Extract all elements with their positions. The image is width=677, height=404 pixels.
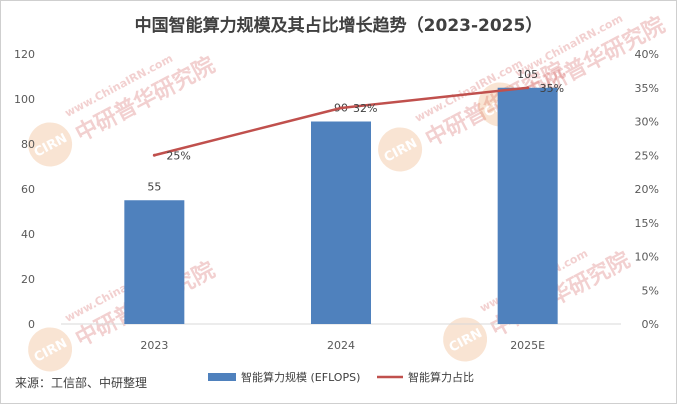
watermark-logo-circle — [378, 127, 423, 172]
y-left-tick-label: 120 — [14, 48, 35, 61]
x-axis: 2023 2024 2025E — [140, 339, 545, 352]
legend: 智能算力规模 (EFLOPS) 智能算力占比 — [208, 370, 474, 384]
legend-label-bar: 智能算力规模 (EFLOPS) — [241, 370, 360, 384]
line-data-label: 25% — [166, 149, 190, 162]
y-left-tick-label: 20 — [21, 273, 35, 286]
bar — [497, 87, 558, 324]
bar-data-label: 105 — [517, 68, 538, 81]
y-right-tick-label: 30% — [635, 116, 659, 129]
x-tick-label: 2023 — [140, 339, 168, 352]
line-point — [152, 153, 156, 157]
y-right-tick-label: 25% — [635, 149, 659, 162]
watermark-logo-circle — [28, 327, 73, 372]
y-right-tick-label: 20% — [635, 183, 659, 196]
y-axis-left: 0 20 40 60 80 100 120 — [14, 48, 35, 331]
bar-data-label: 55 — [147, 180, 161, 193]
x-tick-label: 2024 — [327, 339, 355, 352]
bar — [311, 121, 371, 324]
legend-swatch-bar — [208, 373, 236, 381]
y-left-tick-label: 60 — [21, 183, 35, 196]
y-left-tick-label: 0 — [28, 318, 35, 331]
y-right-tick-label: 0% — [642, 318, 659, 331]
y-right-tick-label: 15% — [635, 217, 659, 230]
y-right-tick-label: 40% — [635, 48, 659, 61]
legend-label-line: 智能算力占比 — [408, 370, 474, 384]
y-axis-right: 0% 5% 10% 15% 20% 25% 30% 35% 40% — [635, 48, 659, 331]
y-left-tick-label: 100 — [14, 93, 35, 106]
line-data-label: 35% — [540, 82, 564, 95]
watermark-logo-circle — [443, 317, 488, 362]
line-point — [339, 106, 343, 110]
y-right-tick-label: 5% — [642, 284, 659, 297]
y-left-tick-label: 80 — [21, 138, 35, 151]
y-right-tick-label: 10% — [635, 251, 659, 264]
watermark-logo-circle — [28, 122, 73, 167]
y-right-tick-label: 35% — [635, 82, 659, 95]
chart-title: 中国智能算力规模及其占比增长趋势（2023-2025） — [134, 16, 543, 36]
x-tick-label: 2025E — [510, 339, 545, 352]
y-left-tick-label: 40 — [21, 228, 35, 241]
bar — [124, 200, 185, 324]
line-data-label: 32% — [353, 102, 377, 115]
source-note: 来源：工信部、中研整理 — [15, 376, 148, 390]
line-series: 25% 32% 35% — [152, 82, 564, 162]
line-point — [526, 86, 530, 90]
